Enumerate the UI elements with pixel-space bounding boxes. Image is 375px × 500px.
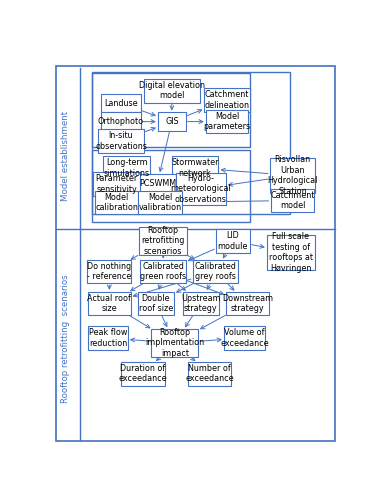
Text: Orthophoto: Orthophoto <box>98 117 144 126</box>
FancyBboxPatch shape <box>98 129 144 152</box>
FancyBboxPatch shape <box>204 88 250 112</box>
Text: Rooftop retrofitting  scenarios: Rooftop retrofitting scenarios <box>61 275 70 404</box>
Text: Duration of
exceedance: Duration of exceedance <box>118 364 167 384</box>
FancyBboxPatch shape <box>183 292 219 315</box>
Text: Rooftop
retrofitting
scenarios: Rooftop retrofitting scenarios <box>141 226 185 256</box>
FancyBboxPatch shape <box>267 235 315 270</box>
FancyBboxPatch shape <box>158 112 186 131</box>
FancyBboxPatch shape <box>88 292 130 315</box>
FancyBboxPatch shape <box>87 260 131 283</box>
Text: Upstream
strategy: Upstream strategy <box>181 294 221 313</box>
Text: LID
module: LID module <box>217 231 248 250</box>
Text: Do nothing
- reference: Do nothing - reference <box>87 262 132 281</box>
Text: Landuse: Landuse <box>104 98 138 108</box>
FancyBboxPatch shape <box>226 292 268 315</box>
FancyBboxPatch shape <box>101 112 141 131</box>
FancyBboxPatch shape <box>193 260 238 283</box>
Text: Catchment
model: Catchment model <box>270 191 315 210</box>
FancyBboxPatch shape <box>270 189 314 212</box>
Text: Number of
exceedance: Number of exceedance <box>185 364 234 384</box>
Text: Risvollan
Urban
Hydrological
Station: Risvollan Urban Hydrological Station <box>267 156 318 196</box>
Text: Parameter
sensitivity: Parameter sensitivity <box>96 174 138 194</box>
Text: Stormwater
network: Stormwater network <box>171 158 219 178</box>
Text: PCSWMM: PCSWMM <box>139 178 176 188</box>
FancyBboxPatch shape <box>216 229 250 252</box>
Text: Model establishment: Model establishment <box>61 111 70 202</box>
FancyBboxPatch shape <box>141 260 186 283</box>
Text: Model
valibration: Model valibration <box>139 192 182 212</box>
FancyBboxPatch shape <box>152 328 198 357</box>
FancyBboxPatch shape <box>104 156 150 180</box>
FancyBboxPatch shape <box>270 158 315 193</box>
FancyBboxPatch shape <box>88 326 128 349</box>
Text: Calibrated
green roofs: Calibrated green roofs <box>140 262 186 281</box>
Text: Downstream
strategy: Downstream strategy <box>222 294 273 313</box>
FancyBboxPatch shape <box>188 362 231 386</box>
FancyBboxPatch shape <box>138 190 182 214</box>
Text: Double
roof size: Double roof size <box>139 294 173 313</box>
FancyBboxPatch shape <box>93 172 140 196</box>
Text: Full scale
testing of
rooftops at
Høvringen: Full scale testing of rooftops at Høvrin… <box>269 232 313 272</box>
Text: GIS: GIS <box>165 117 178 126</box>
FancyBboxPatch shape <box>95 190 138 214</box>
FancyBboxPatch shape <box>206 110 248 134</box>
FancyBboxPatch shape <box>138 292 174 315</box>
Text: Volume of
exceedance: Volume of exceedance <box>220 328 269 347</box>
Text: Peak flow
reduction: Peak flow reduction <box>89 328 127 347</box>
FancyBboxPatch shape <box>139 174 176 193</box>
FancyBboxPatch shape <box>176 174 226 204</box>
FancyBboxPatch shape <box>224 326 265 349</box>
Text: Catchment
delineation: Catchment delineation <box>205 90 250 110</box>
Text: Hydro-
meteorological
observations: Hydro- meteorological observations <box>171 174 231 204</box>
FancyBboxPatch shape <box>172 156 219 180</box>
Text: Digital elevation
model: Digital elevation model <box>139 81 205 100</box>
Text: Model
parameters: Model parameters <box>204 112 251 132</box>
Text: Calibrated
grey roofs: Calibrated grey roofs <box>195 262 236 281</box>
FancyBboxPatch shape <box>139 226 187 255</box>
Text: Long-term
simulations: Long-term simulations <box>104 158 150 178</box>
Text: Actual roof
size: Actual roof size <box>87 294 131 313</box>
Text: Model
calibration: Model calibration <box>95 192 138 212</box>
FancyBboxPatch shape <box>144 79 200 102</box>
FancyBboxPatch shape <box>101 94 141 112</box>
FancyBboxPatch shape <box>121 362 165 386</box>
Text: Rooftop
implmentation
impact: Rooftop implmentation impact <box>145 328 204 358</box>
Text: In-situ
observations: In-situ observations <box>95 131 147 150</box>
